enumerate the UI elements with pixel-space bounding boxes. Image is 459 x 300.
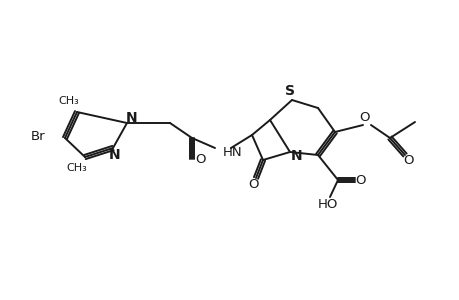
Text: N: N bbox=[109, 148, 121, 162]
Text: O: O bbox=[403, 154, 414, 166]
Text: HN: HN bbox=[223, 146, 242, 158]
Text: CH₃: CH₃ bbox=[67, 163, 87, 173]
Text: N: N bbox=[126, 111, 138, 125]
Text: HO: HO bbox=[317, 199, 337, 212]
Text: O: O bbox=[196, 152, 206, 166]
Text: O: O bbox=[355, 173, 365, 187]
Text: S: S bbox=[285, 84, 294, 98]
Text: N: N bbox=[291, 149, 302, 163]
Text: O: O bbox=[248, 178, 259, 190]
Text: Br: Br bbox=[30, 130, 45, 142]
Text: O: O bbox=[359, 110, 369, 124]
Text: CH₃: CH₃ bbox=[58, 96, 79, 106]
